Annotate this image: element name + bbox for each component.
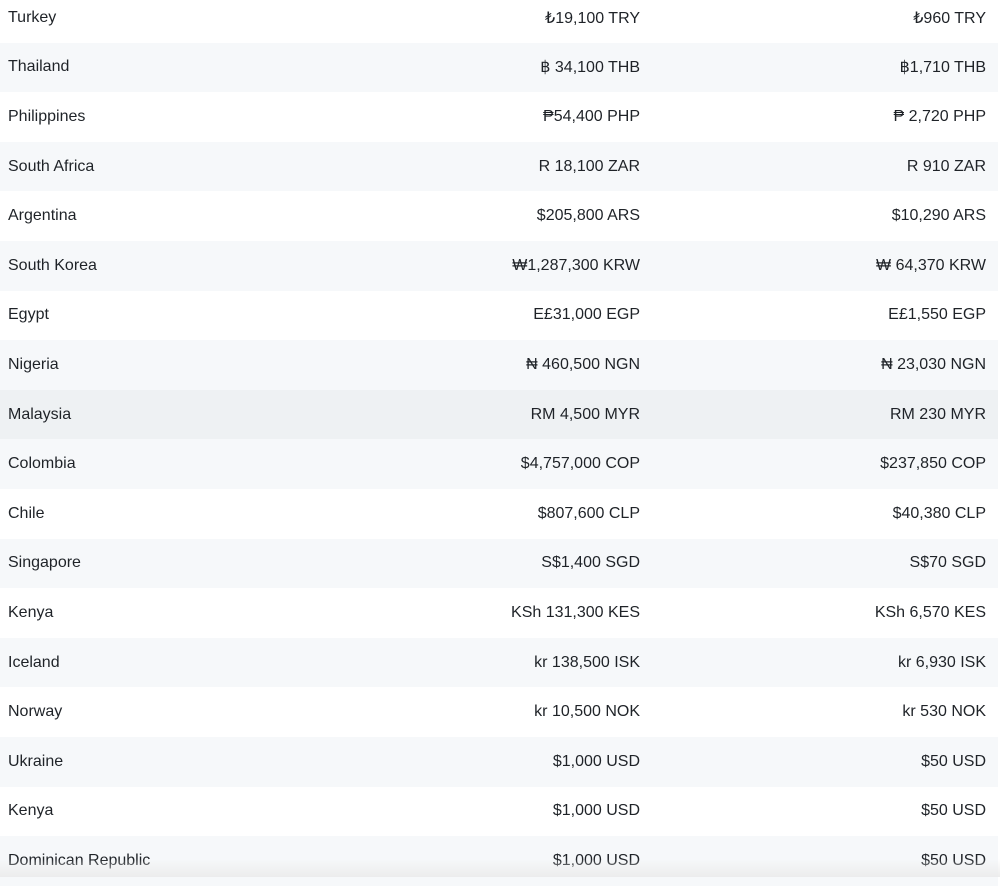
table-row: Norway kr 10,500 NOK kr 530 NOK — [0, 687, 998, 737]
price-cell: $1,000 USD — [552, 802, 640, 820]
price-small-cell: ₦ 23,030 NGN — [881, 355, 986, 373]
table-row: Ukraine $1,000 USD $50 USD — [0, 736, 998, 787]
country-cell: Philippines — [8, 107, 86, 125]
price-cell: ₦ 460,500 NGN — [526, 355, 640, 373]
country-cell: South Korea — [8, 256, 97, 274]
price-small-cell: ₺960 TRY — [913, 9, 986, 27]
table-row: Egypt E£31,000 EGP E£1,550 EGP — [0, 290, 998, 341]
price-small-cell: $50 USD — [921, 752, 986, 770]
price-cell: kr 138,500 ISK — [534, 653, 640, 671]
price-cell: ฿ 34,100 THB — [540, 59, 640, 77]
price-small-cell: kr 6,930 ISK — [897, 653, 986, 671]
price-small-cell: $237,850 COP — [880, 455, 986, 473]
country-cell: Thailand — [8, 58, 70, 76]
table-row: Chile $807,600 CLP $40,380 CLP — [0, 488, 998, 539]
country-cell: Iceland — [8, 653, 60, 671]
price-small-cell: $40,380 CLP — [892, 504, 986, 522]
price-small-cell: ฿1,710 THB — [899, 59, 986, 77]
price-cell: kr 10,500 NOK — [534, 703, 640, 721]
country-cell: Norway — [8, 703, 63, 721]
table-row: South Korea ₩1,287,300 KRW ₩ 64,370 KRW — [0, 240, 998, 291]
country-cell: Dominican Republic — [8, 851, 151, 869]
country-cell: South Africa — [8, 157, 95, 175]
price-small-cell: $50 USD — [921, 851, 986, 869]
table-row: Nigeria ₦ 460,500 NGN ₦ 23,030 NGN — [0, 340, 998, 390]
price-cell: $1,000 USD — [552, 752, 640, 770]
price-small-cell: S$70 SGD — [909, 554, 986, 572]
table-row: Kenya KSh 131,300 KES KSh 6,570 KES — [0, 588, 998, 638]
table-row: Dominican Republic $1,000 USD $50 USD — [0, 836, 998, 886]
table-row: Thailand ฿ 34,100 THB ฿1,710 THB — [0, 42, 998, 93]
price-small-cell: $10,290 ARS — [891, 207, 986, 225]
price-cell: S$1,400 SGD — [541, 554, 640, 572]
country-cell: Singapore — [8, 554, 81, 572]
country-cell: Turkey — [8, 8, 57, 26]
price-cell: $1,000 USD — [552, 851, 640, 869]
price-small-cell: $50 USD — [921, 802, 986, 820]
table-row: Argentina $205,800 ARS $10,290 ARS — [0, 191, 998, 241]
country-cell: Kenya — [8, 603, 54, 621]
country-cell: Argentina — [8, 207, 77, 225]
price-small-cell: RM 230 MYR — [889, 405, 986, 423]
price-cell: ₱54,400 PHP — [543, 107, 640, 125]
price-cell: KSh 131,300 KES — [511, 603, 640, 621]
price-small-cell: kr 530 NOK — [902, 703, 986, 721]
price-cell: $205,800 ARS — [536, 207, 640, 225]
price-cell: ₺19,100 TRY — [545, 9, 640, 27]
country-cell: Malaysia — [8, 405, 72, 423]
country-cell: Egypt — [8, 306, 49, 324]
price-cell: $807,600 CLP — [537, 504, 640, 522]
price-cell: $4,757,000 COP — [520, 455, 640, 473]
price-small-cell: ₱ 2,720 PHP — [893, 107, 987, 125]
price-small-cell: E£1,550 EGP — [888, 306, 986, 324]
price-cell: ₩1,287,300 KRW — [512, 256, 640, 274]
table-row: Colombia $4,757,000 COP $237,850 COP — [0, 439, 998, 489]
price-small-cell: ₩ 64,370 KRW — [876, 256, 986, 274]
country-cell: Kenya — [8, 802, 54, 820]
table-row: Iceland kr 138,500 ISK kr 6,930 ISK — [0, 637, 998, 688]
country-cell: Chile — [8, 504, 45, 522]
table-row-highlighted: Malaysia RM 4,500 MYR RM 230 MYR — [0, 389, 998, 440]
country-cell: Colombia — [8, 455, 76, 473]
table-row: Singapore S$1,400 SGD S$70 SGD — [0, 538, 998, 589]
table-row: Turkey ₺19,100 TRY ₺960 TRY — [0, 0, 998, 43]
price-small-cell: KSh 6,570 KES — [874, 603, 986, 621]
table-row: Philippines ₱54,400 PHP ₱ 2,720 PHP — [0, 92, 998, 142]
country-cell: Ukraine — [8, 752, 64, 770]
table-row: Kenya $1,000 USD $50 USD — [0, 786, 998, 837]
table-row: South Africa R 18,100 ZAR R 910 ZAR — [0, 141, 998, 192]
price-cell: R 18,100 ZAR — [538, 157, 640, 175]
price-cell: E£31,000 EGP — [533, 306, 640, 324]
country-cell: Nigeria — [8, 355, 59, 373]
price-cell: RM 4,500 MYR — [530, 405, 640, 423]
price-small-cell: R 910 ZAR — [906, 157, 986, 175]
